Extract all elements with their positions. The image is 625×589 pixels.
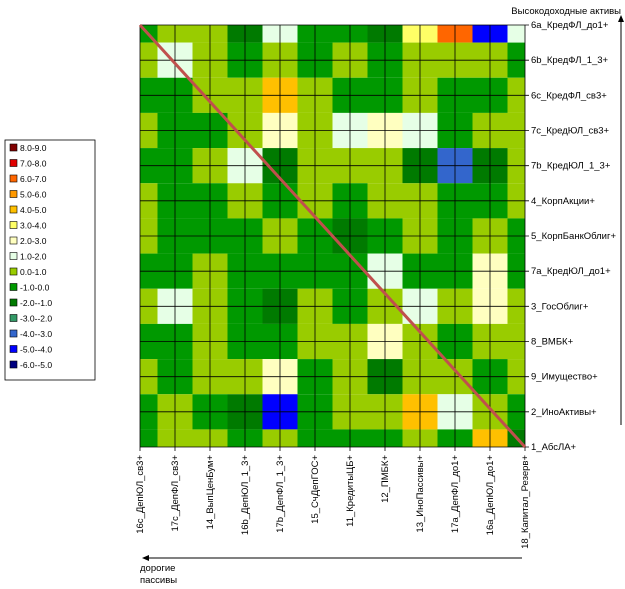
x-tick-label: 16a_ДепЮЛ_до1+ [485,455,496,536]
y-tick-label: 6b_КредФЛ_1_3+ [531,55,609,66]
x-tick-label: 16b_ДепЮЛ_1_3+ [240,455,251,536]
legend-swatch [9,205,18,214]
x-tick-label: 15_СчДепГОС+ [310,455,321,524]
legend-label: 2.0-3.0 [20,236,47,246]
y-tick-label: 4_КорпАкции+ [531,196,595,207]
legend-label: 5.0-6.0 [20,190,47,200]
legend-box [4,139,96,381]
legend-label: 0.0-1.0 [20,267,47,277]
x-tick-label: 18_Капитал_Резерв+ [520,455,531,549]
legend-label: -3.0--2.0 [20,314,52,324]
legend-swatch [9,314,18,322]
y-tick-label: 5_КорпБанкОблиг+ [531,231,616,242]
legend-swatch [9,252,18,260]
legend-swatch [9,267,18,276]
x-tick-label: 14_ВыпЦенБум+ [205,455,216,530]
x-tick-label: 17b_ДепФЛ_1_3+ [275,455,286,533]
y-tick-label: 7b_КредЮЛ_1_3+ [531,161,611,172]
legend-label: 4.0-5.0 [20,205,47,215]
contour-cell [507,25,525,43]
x-axis-note: пассивы [140,575,177,586]
y-tick-label: 7c_КредЮЛ_св3+ [531,126,610,137]
legend-swatch [9,345,18,353]
legend-label: 7.0-8.0 [20,159,47,169]
legend-label: -4.0--3.0 [20,329,52,339]
y-tick-label: 3_ГосОблиг+ [531,301,589,312]
legend-swatch [9,190,18,198]
legend: 8.0-9.0 7.0-8.0 6.0-7.0 5.0-6.0 4.0-5.0 3.0-4… [9,143,52,370]
y-tick-label: 1_АбсЛА+ [531,442,577,453]
y-tick-label: 2_ИноАктивы+ [531,407,597,418]
legend-swatch [9,174,18,183]
legend-swatch [9,236,18,245]
legend-swatch [9,329,18,338]
legend-label: -6.0--5.0 [20,360,52,370]
legend-swatch [9,159,18,167]
y-tick-label: 7a_КредЮЛ_до1+ [531,266,611,277]
diagonal-line [138,23,527,449]
y-tick-label: 9_Имущество+ [531,372,598,383]
legend-swatch [9,283,18,291]
legend-swatch [9,221,18,229]
x-tick-label: 17a_ДепФЛ_до1+ [450,455,461,534]
y-axis-note: Высокодоходные активы [511,6,621,17]
x-tick-label: 16c_ДепЮЛ_св3+ [135,455,146,534]
y-tick-label: 6c_КредФЛ_св3+ [531,90,607,101]
legend-label: 1.0-2.0 [20,252,47,262]
legend-label: -2.0--1.0 [20,298,52,308]
y-tick-label: 6a_КредФЛ_до1+ [531,20,609,31]
y-tick-label: 8_ВМБК+ [531,337,574,348]
legend-label: -5.0--4.0 [20,345,52,355]
legend-swatch [9,143,18,152]
legend-swatch [9,298,18,307]
legend-label: 6.0-7.0 [20,174,47,184]
x-tick-label: 12_ПМБК+ [380,455,391,503]
x-axis-note: дорогие [140,563,175,574]
x-tick-label: 17c_ДепФЛ_св3+ [170,455,181,532]
legend-label: 8.0-9.0 [20,143,47,153]
x-tick-label: 11_КредитыЦБ+ [345,455,356,527]
legend-swatch [9,360,18,369]
contour-cell [140,429,158,447]
legend-label: -1.0-0.0 [20,283,50,293]
legend-label: 3.0-4.0 [20,221,47,231]
x-tick-label: 13_ИноПассивы+ [415,455,426,533]
